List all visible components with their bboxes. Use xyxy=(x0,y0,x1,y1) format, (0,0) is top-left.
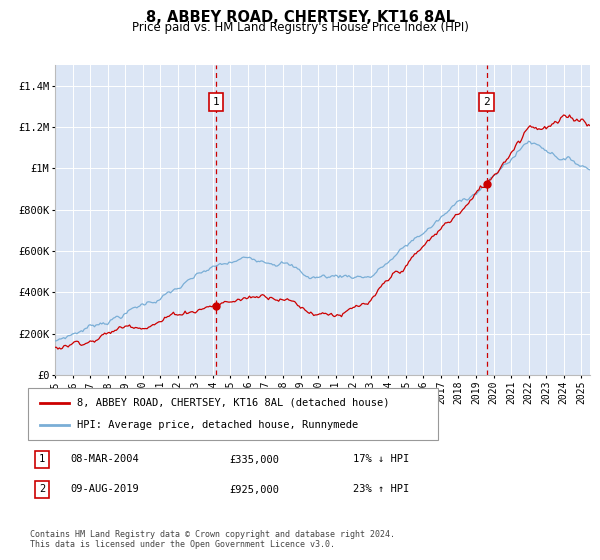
Text: 23% ↑ HPI: 23% ↑ HPI xyxy=(353,484,409,494)
Text: 1: 1 xyxy=(212,97,220,107)
Text: Contains HM Land Registry data © Crown copyright and database right 2024.
This d: Contains HM Land Registry data © Crown c… xyxy=(30,530,395,549)
Text: Price paid vs. HM Land Registry's House Price Index (HPI): Price paid vs. HM Land Registry's House … xyxy=(131,21,469,34)
Text: 2: 2 xyxy=(483,97,490,107)
Text: 2: 2 xyxy=(39,484,45,494)
Text: £335,000: £335,000 xyxy=(230,455,280,464)
Text: 8, ABBEY ROAD, CHERTSEY, KT16 8AL (detached house): 8, ABBEY ROAD, CHERTSEY, KT16 8AL (detac… xyxy=(77,398,390,408)
Text: 17% ↓ HPI: 17% ↓ HPI xyxy=(353,455,409,464)
Text: 08-MAR-2004: 08-MAR-2004 xyxy=(70,455,139,464)
Text: HPI: Average price, detached house, Runnymede: HPI: Average price, detached house, Runn… xyxy=(77,421,358,431)
Text: 09-AUG-2019: 09-AUG-2019 xyxy=(70,484,139,494)
Text: 1: 1 xyxy=(39,455,45,464)
Text: 8, ABBEY ROAD, CHERTSEY, KT16 8AL: 8, ABBEY ROAD, CHERTSEY, KT16 8AL xyxy=(146,10,455,25)
Text: £925,000: £925,000 xyxy=(230,484,280,494)
